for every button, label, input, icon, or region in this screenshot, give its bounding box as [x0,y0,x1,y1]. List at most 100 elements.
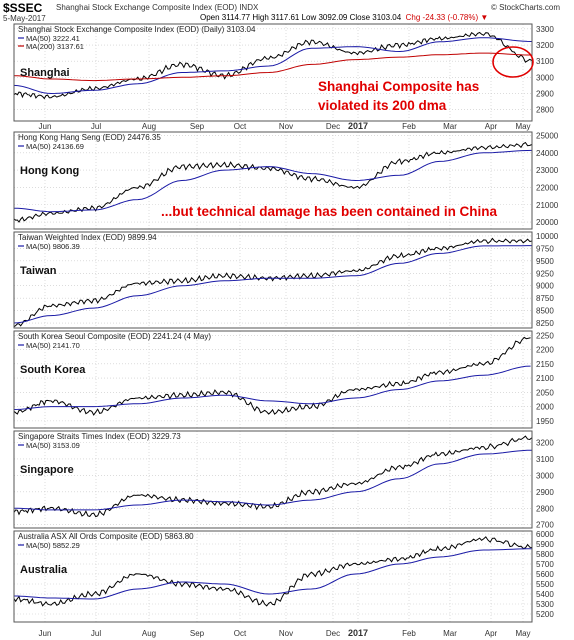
shanghai-ytick-label: 3100 [536,57,554,66]
southkorea-legend-label: MA(50) 2141.70 [26,341,80,350]
x-axis-label: Feb [402,629,416,638]
australia-ytick-label: 5300 [536,600,554,609]
australia-panel-frame [13,530,533,623]
southkorea-price-line [13,336,531,416]
taiwan-market-label: Taiwan [20,265,57,277]
chart-date: 5-May-2017 [3,14,46,23]
taiwan-panel-frame [13,231,533,329]
singapore-ytick-label: 3000 [536,471,554,480]
taiwan-price-line [13,237,533,328]
price-change: Chg -24.33 (-0.78%) ▼ [405,13,489,22]
singapore-panel-frame [13,430,533,529]
singapore-price-line [13,435,533,518]
hongkong-market-label: Hong Kong [20,165,79,177]
x-axis-label: Mar [443,629,457,638]
x-axis-label: Mar [443,122,457,131]
shanghai-ytick-label: 2800 [536,106,554,115]
hongkong-panel-title: Hong Kong Hang Seng (EOD) 24476.35 [18,133,161,142]
southkorea-panel-frame [13,330,533,429]
hongkong-ytick-label: 20000 [536,218,559,227]
ohlc-readout: Open 3114.77 High 3117.61 Low 3092.09 Cl… [200,13,488,22]
x-axis-label: Aug [142,629,156,638]
taiwan-ytick-label: 9250 [536,269,554,278]
australia-ma50-line [14,548,532,600]
singapore-ytick-label: 3200 [536,439,554,448]
x-axis-label: 2017 [348,121,368,131]
hongkong-ytick-label: 21000 [536,201,559,210]
shanghai-panel-frame [13,23,533,122]
hongkong-legend-label: MA(50) 24136.69 [26,142,84,151]
taiwan-ytick-label: 8250 [536,319,554,328]
stockcharts-logo: © StockCharts.com [490,3,560,12]
shanghai-market-label: Shanghai [20,67,70,79]
china-annotation: ...but technical damage has been contain… [161,204,498,219]
singapore-panel-title: Singapore Straits Times Index (EOD) 3229… [18,432,181,441]
southkorea-ytick-label: 1950 [536,417,554,426]
shanghai-annotation-line2: violated its 200 dma [318,98,447,113]
shanghai-ma200-line [13,52,532,82]
singapore-ytick-label: 2900 [536,488,554,497]
ticker-symbol: $SSEC [3,1,43,15]
x-axis-label: Sep [190,629,205,638]
hongkong-ytick-label: 23000 [536,166,559,175]
singapore-legend-label: MA(50) 3153.09 [26,441,80,450]
x-axis-label: Dec [326,629,340,638]
taiwan-ytick-label: 8750 [536,294,554,303]
singapore-ytick-label: 3100 [536,455,554,464]
x-axis-label: Jun [39,629,52,638]
taiwan-ytick-label: 10000 [536,232,559,241]
highlight-circle [492,46,534,78]
x-axis-label: Apr [485,122,498,131]
australia-ytick-label: 5200 [536,610,554,619]
shanghai-legend-label: MA(50) 3222.41 [26,34,80,43]
shanghai-ma50-line [13,37,533,95]
x-axis-label: Aug [142,122,156,131]
taiwan-ytick-label: 8500 [536,307,554,316]
southkorea-ytick-label: 2050 [536,388,554,397]
singapore-ma50-line [14,449,533,511]
australia-ytick-label: 6000 [536,530,554,539]
x-axis-label: Feb [402,122,416,131]
taiwan-ma50-line [13,245,532,324]
hongkong-price-line [13,141,533,223]
southkorea-ytick-label: 2100 [536,374,554,383]
shanghai-panel-title: Shanghai Stock Exchange Composite Index … [18,25,256,34]
taiwan-ytick-label: 9750 [536,244,554,253]
taiwan-ytick-label: 9000 [536,282,554,291]
x-axis-label: May [515,122,530,131]
australia-ytick-label: 5900 [536,540,554,549]
australia-ytick-label: 5700 [536,560,554,569]
australia-market-label: Australia [20,564,68,576]
x-axis-label: Dec [326,122,340,131]
x-axis-label: Sep [190,122,205,131]
australia-ytick-label: 5400 [536,590,554,599]
ticker-name: Shanghai Stock Exchange Composite Index … [56,3,259,12]
southkorea-ytick-label: 2200 [536,346,554,355]
shanghai-legend-label: MA(200) 3137.61 [26,42,84,51]
taiwan-legend-label: MA(50) 9806.39 [26,242,80,251]
shanghai-ytick-label: 2900 [536,90,554,99]
x-axis-label: Nov [279,122,293,131]
x-axis-label: Oct [234,629,247,638]
ohlc-values: Open 3114.77 High 3117.61 Low 3092.09 Cl… [200,13,402,22]
shanghai-ytick-label: 3300 [536,25,554,34]
southkorea-market-label: South Korea [20,364,86,376]
x-axis-label: May [515,629,530,638]
x-axis-label: Apr [485,629,498,638]
southkorea-panel-title: South Korea Seoul Composite (EOD) 2241.2… [18,332,211,341]
australia-price-line [13,536,533,607]
hongkong-ytick-label: 24000 [536,149,559,158]
x-axis-label: Nov [279,629,293,638]
australia-ytick-label: 5500 [536,580,554,589]
taiwan-panel-title: Taiwan Weighted Index (EOD) 9899.94 [18,233,157,242]
australia-ytick-label: 5800 [536,550,554,559]
hongkong-panel-frame [13,131,533,230]
southkorea-ytick-label: 2250 [536,331,554,340]
shanghai-ytick-label: 3200 [536,41,554,50]
australia-legend-label: MA(50) 5852.29 [26,541,80,550]
x-axis-label: Jul [91,122,101,131]
hongkong-ytick-label: 22000 [536,183,559,192]
shanghai-annotation-line1: Shanghai Composite has [318,79,479,94]
hongkong-ma50-line [13,149,533,213]
